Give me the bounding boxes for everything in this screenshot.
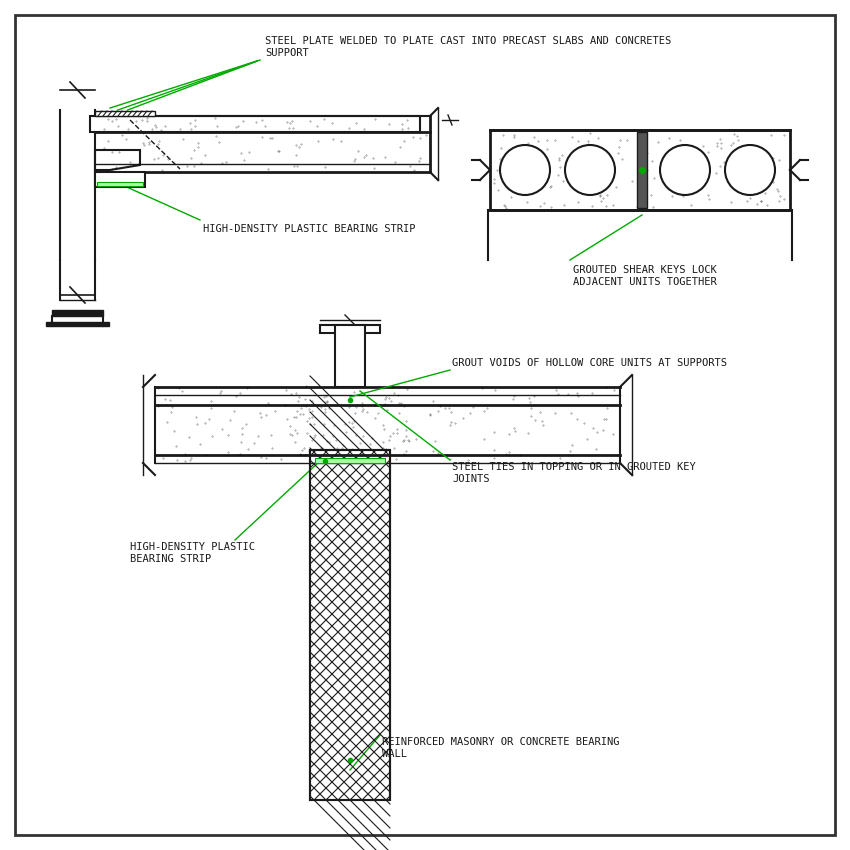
Circle shape	[725, 145, 775, 195]
Polygon shape	[95, 150, 140, 170]
Bar	[95, 111, 155, 116]
Bar	[95, 172, 145, 187]
Bar	[90, 116, 420, 132]
Bar	[320, 325, 380, 333]
Circle shape	[660, 145, 710, 195]
Bar	[637, 132, 647, 208]
Text: REINFORCED MASONRY OR CONCRETE BEARING
WALL: REINFORCED MASONRY OR CONCRETE BEARING W…	[382, 737, 620, 758]
Text: GROUT VOIDS OF HOLLOW CORE UNITS AT SUPPORTS: GROUT VOIDS OF HOLLOW CORE UNITS AT SUPP…	[452, 358, 727, 368]
Bar	[335, 325, 365, 387]
Text: GROUTED SHEAR KEYS LOCK
ADJACENT UNITS TOGETHER: GROUTED SHEAR KEYS LOCK ADJACENT UNITS T…	[573, 265, 717, 286]
Circle shape	[500, 145, 550, 195]
Bar	[310, 450, 390, 800]
Bar	[310, 450, 390, 800]
Bar	[315, 458, 385, 463]
Bar	[490, 130, 790, 210]
Text: HIGH-DENSITY PLASTIC BEARING STRIP: HIGH-DENSITY PLASTIC BEARING STRIP	[203, 224, 416, 234]
Text: STEEL TIES IN TOPPING OR IN GROUTED KEY
JOINTS: STEEL TIES IN TOPPING OR IN GROUTED KEY …	[452, 462, 696, 484]
Text: STEEL PLATE WELDED TO PLATE CAST INTO PRECAST SLABS AND CONCRETES
SUPPORT: STEEL PLATE WELDED TO PLATE CAST INTO PR…	[265, 37, 672, 58]
Text: HIGH-DENSITY PLASTIC
BEARING STRIP: HIGH-DENSITY PLASTIC BEARING STRIP	[130, 542, 255, 564]
Bar	[52, 310, 103, 316]
Bar	[97, 182, 143, 186]
Circle shape	[565, 145, 615, 195]
Bar	[46, 322, 109, 326]
